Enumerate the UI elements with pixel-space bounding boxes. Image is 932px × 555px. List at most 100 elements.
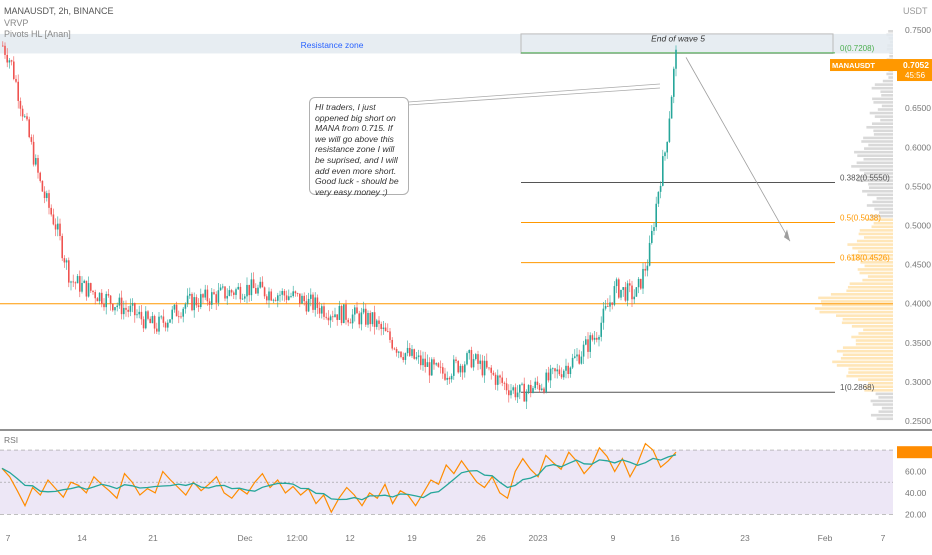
candle-body (32, 141, 35, 165)
candle-body (354, 307, 356, 315)
candle-body (373, 312, 376, 327)
candle-body (272, 299, 275, 301)
candle-body (398, 351, 400, 353)
volume-profile-bar (841, 321, 893, 325)
candle-body (169, 319, 171, 323)
rsi-ma-line (1, 454, 677, 501)
volume-profile-bar (866, 125, 893, 129)
candle-body (237, 286, 239, 290)
candle-body (646, 265, 649, 271)
volume-profile-bar (871, 122, 893, 126)
fib-level-label: 0.382(0.5550) (840, 173, 890, 182)
volume-profile-bar (857, 268, 893, 271)
candle-body (571, 357, 574, 368)
candle-body (244, 296, 246, 299)
fib-level-label: 0(0.7208) (840, 44, 875, 53)
volume-profile-bar (874, 115, 893, 118)
candle-body (50, 207, 52, 215)
candle-body (83, 280, 85, 283)
candle-body (74, 282, 77, 284)
candle-body (624, 287, 627, 301)
candle-body (98, 292, 101, 302)
volume-profile-bar (858, 378, 893, 381)
candle-body (444, 373, 446, 380)
candle-body (393, 348, 396, 350)
candle-body (380, 323, 382, 329)
candle-body (68, 260, 70, 283)
volume-profile-bar (818, 296, 893, 300)
pivots-indicator-label[interactable]: Pivots HL [Anan] (4, 29, 71, 39)
vrvp-indicator-label[interactable]: VRVP (4, 18, 29, 28)
candle-body (470, 350, 473, 368)
candle-body (4, 45, 6, 55)
candle-body (208, 301, 211, 305)
volume-profile-bar (851, 165, 893, 168)
candle-body (101, 292, 103, 305)
volume-profile-bar (836, 364, 893, 367)
volume-profile-bar (848, 371, 893, 374)
candle-body (604, 305, 607, 309)
candle-body (263, 287, 266, 297)
candle-body (173, 304, 176, 310)
candle-body (503, 382, 506, 384)
candle-body (321, 306, 323, 314)
candle-body (345, 304, 347, 320)
volume-profile-bar (880, 118, 893, 122)
candle-body (202, 294, 204, 298)
candle-body (587, 339, 589, 352)
candle-body (585, 339, 587, 345)
candle-body (536, 381, 539, 385)
wave-box (520, 33, 834, 54)
candle-body (420, 355, 422, 366)
candle-body (59, 223, 61, 236)
candle-body (415, 357, 418, 359)
candle-body (288, 296, 290, 300)
candle-body (607, 305, 609, 307)
time-axis-label: 23 (740, 533, 750, 543)
trade-note-callout[interactable]: HI traders, I just oppened big short on … (309, 97, 409, 197)
candle-body (105, 294, 107, 308)
candle-body (664, 152, 666, 157)
candle-body (424, 358, 426, 367)
candle-body (626, 283, 629, 301)
candle-body (125, 307, 127, 310)
candle-body (653, 227, 655, 231)
volume-profile-bar (855, 342, 893, 346)
price-axis-countdown: 45:56 (905, 71, 926, 80)
candle-body (549, 368, 552, 381)
candle-body (613, 286, 616, 305)
candle-body (582, 344, 585, 357)
rsi-line (1, 442, 677, 514)
candle-body (189, 293, 191, 296)
candle-body (459, 365, 462, 373)
candle-body (15, 78, 17, 82)
candle-body (184, 304, 187, 309)
candle-body (406, 347, 409, 354)
fib-level-label: 1(0.2868) (840, 383, 875, 392)
candle-body (479, 360, 481, 364)
candle-body (116, 305, 118, 308)
candle-body (343, 304, 345, 324)
candle-body (488, 367, 490, 369)
candle-body (673, 68, 675, 97)
candle-body (48, 193, 50, 208)
note-pointer-line (407, 83, 661, 103)
volume-profile-bar (874, 207, 893, 211)
volume-profile-bar (873, 221, 893, 225)
volume-profile-bar (856, 239, 893, 243)
candle-body (675, 49, 677, 69)
candle-body (215, 294, 217, 303)
volume-profile-bar (848, 367, 893, 371)
candle-body (118, 297, 121, 306)
candle-body (358, 313, 360, 325)
candle-body (334, 314, 336, 317)
candle-body (409, 347, 411, 356)
candle-body (356, 307, 358, 314)
candle-body (92, 290, 94, 293)
candle-body (455, 359, 457, 362)
candle-body (274, 299, 277, 301)
candle-body (378, 320, 380, 324)
volume-profile-bar (876, 197, 893, 200)
candle-body (261, 281, 264, 288)
